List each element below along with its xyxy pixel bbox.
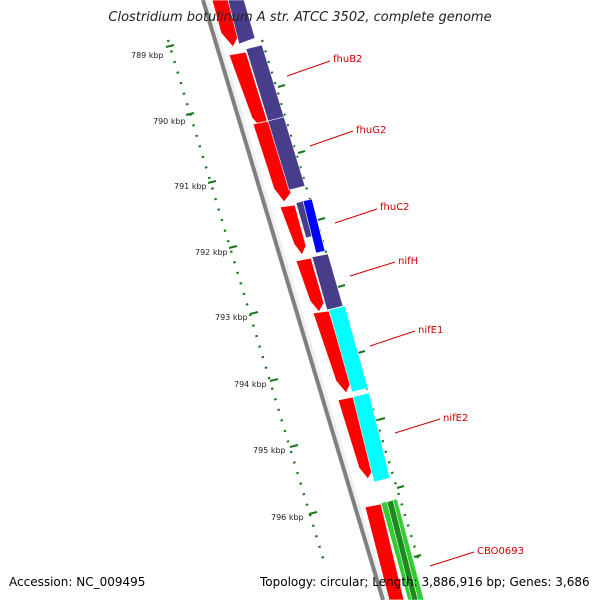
cds-arrow bbox=[279, 204, 307, 256]
cds-arrow bbox=[364, 503, 405, 600]
gene-label-nifE1: nifE1 bbox=[418, 325, 443, 336]
gene-labels: fhuB2 fhuG2 fhuC2 nifH nifE1 nifE2 CBO06… bbox=[333, 54, 524, 557]
gene-label-nifE2: nifE2 bbox=[443, 413, 468, 424]
gene-leaders bbox=[286, 60, 475, 567]
scale-major-ticks bbox=[165, 44, 318, 515]
leader-fhuB2 bbox=[286, 60, 331, 77]
feature-block-CBO0693-inner bbox=[386, 499, 419, 600]
scale-tick bbox=[308, 511, 318, 515]
ring-tick bbox=[377, 416, 386, 422]
feature-track bbox=[227, 0, 425, 600]
cds-arrow bbox=[295, 257, 325, 313]
ring-tick bbox=[413, 553, 422, 559]
cds-track bbox=[211, 0, 405, 600]
feature-block-nifE2 bbox=[352, 392, 391, 483]
scale-label: 792 kbp bbox=[195, 248, 228, 257]
scale-tick bbox=[249, 311, 259, 315]
gene-label-fhuC2: fhuC2 bbox=[380, 202, 410, 213]
ring-tick bbox=[396, 484, 405, 490]
cds-arrow bbox=[312, 310, 352, 394]
scale-labels: 789 kbp 790 kbp 791 kbp 792 kbp 793 kbp … bbox=[131, 51, 304, 522]
scale-label: 791 kbp bbox=[174, 182, 207, 191]
cds-arrow bbox=[252, 120, 292, 203]
scale-label: 790 kbp bbox=[153, 117, 186, 126]
feature-block-nifE1 bbox=[328, 305, 369, 393]
leader-nifE1 bbox=[369, 330, 416, 347]
scale-label: 793 kbp bbox=[215, 313, 248, 322]
scale-tick bbox=[269, 378, 279, 382]
ring-tick bbox=[337, 283, 346, 289]
scale-ruler bbox=[166, 39, 327, 566]
cds-arrow bbox=[211, 0, 239, 48]
feature-ring-ticks bbox=[277, 83, 422, 559]
leader-nifH bbox=[349, 261, 396, 277]
scale-label: 795 kbp bbox=[253, 446, 286, 455]
scale-tick bbox=[165, 44, 175, 48]
scale-tick bbox=[207, 180, 217, 184]
feature-block-fhuG2 bbox=[267, 116, 306, 191]
scale-label: 794 kbp bbox=[234, 380, 267, 389]
map-title: Clostridium botulinum A str. ATCC 3502, … bbox=[108, 10, 492, 25]
feature-block bbox=[227, 0, 256, 45]
ring-tick bbox=[317, 216, 326, 222]
leader-nifE2 bbox=[394, 418, 441, 434]
feature-block-fhuC2-b bbox=[302, 198, 326, 254]
scale-label: 796 kbp bbox=[271, 513, 304, 522]
scale-label: 789 kbp bbox=[131, 51, 164, 60]
scale-tick bbox=[289, 444, 299, 448]
feature-block-nifH bbox=[311, 253, 344, 311]
backbone bbox=[201, 0, 385, 600]
cds-arrow bbox=[337, 396, 374, 480]
genome-summary-text: Topology: circular; Length: 3,886,916 bp… bbox=[260, 575, 590, 589]
gene-label-fhuB2: fhuB2 bbox=[333, 54, 362, 65]
ring-tick bbox=[297, 149, 306, 155]
gene-label-CBO0693: CBO0693 bbox=[477, 546, 524, 557]
accession-text: Accession: NC_009495 bbox=[9, 575, 146, 589]
leader-fhuC2 bbox=[334, 208, 378, 224]
ring-tick bbox=[357, 349, 366, 355]
gene-label-nifH: nifH bbox=[398, 256, 418, 267]
scale-tick bbox=[185, 112, 195, 116]
leader-fhuG2 bbox=[309, 130, 354, 147]
gene-label-fhuG2: fhuG2 bbox=[356, 125, 386, 136]
ring-tick bbox=[277, 83, 286, 89]
scale-tick bbox=[228, 245, 238, 249]
leader-CBO0693 bbox=[429, 551, 475, 567]
